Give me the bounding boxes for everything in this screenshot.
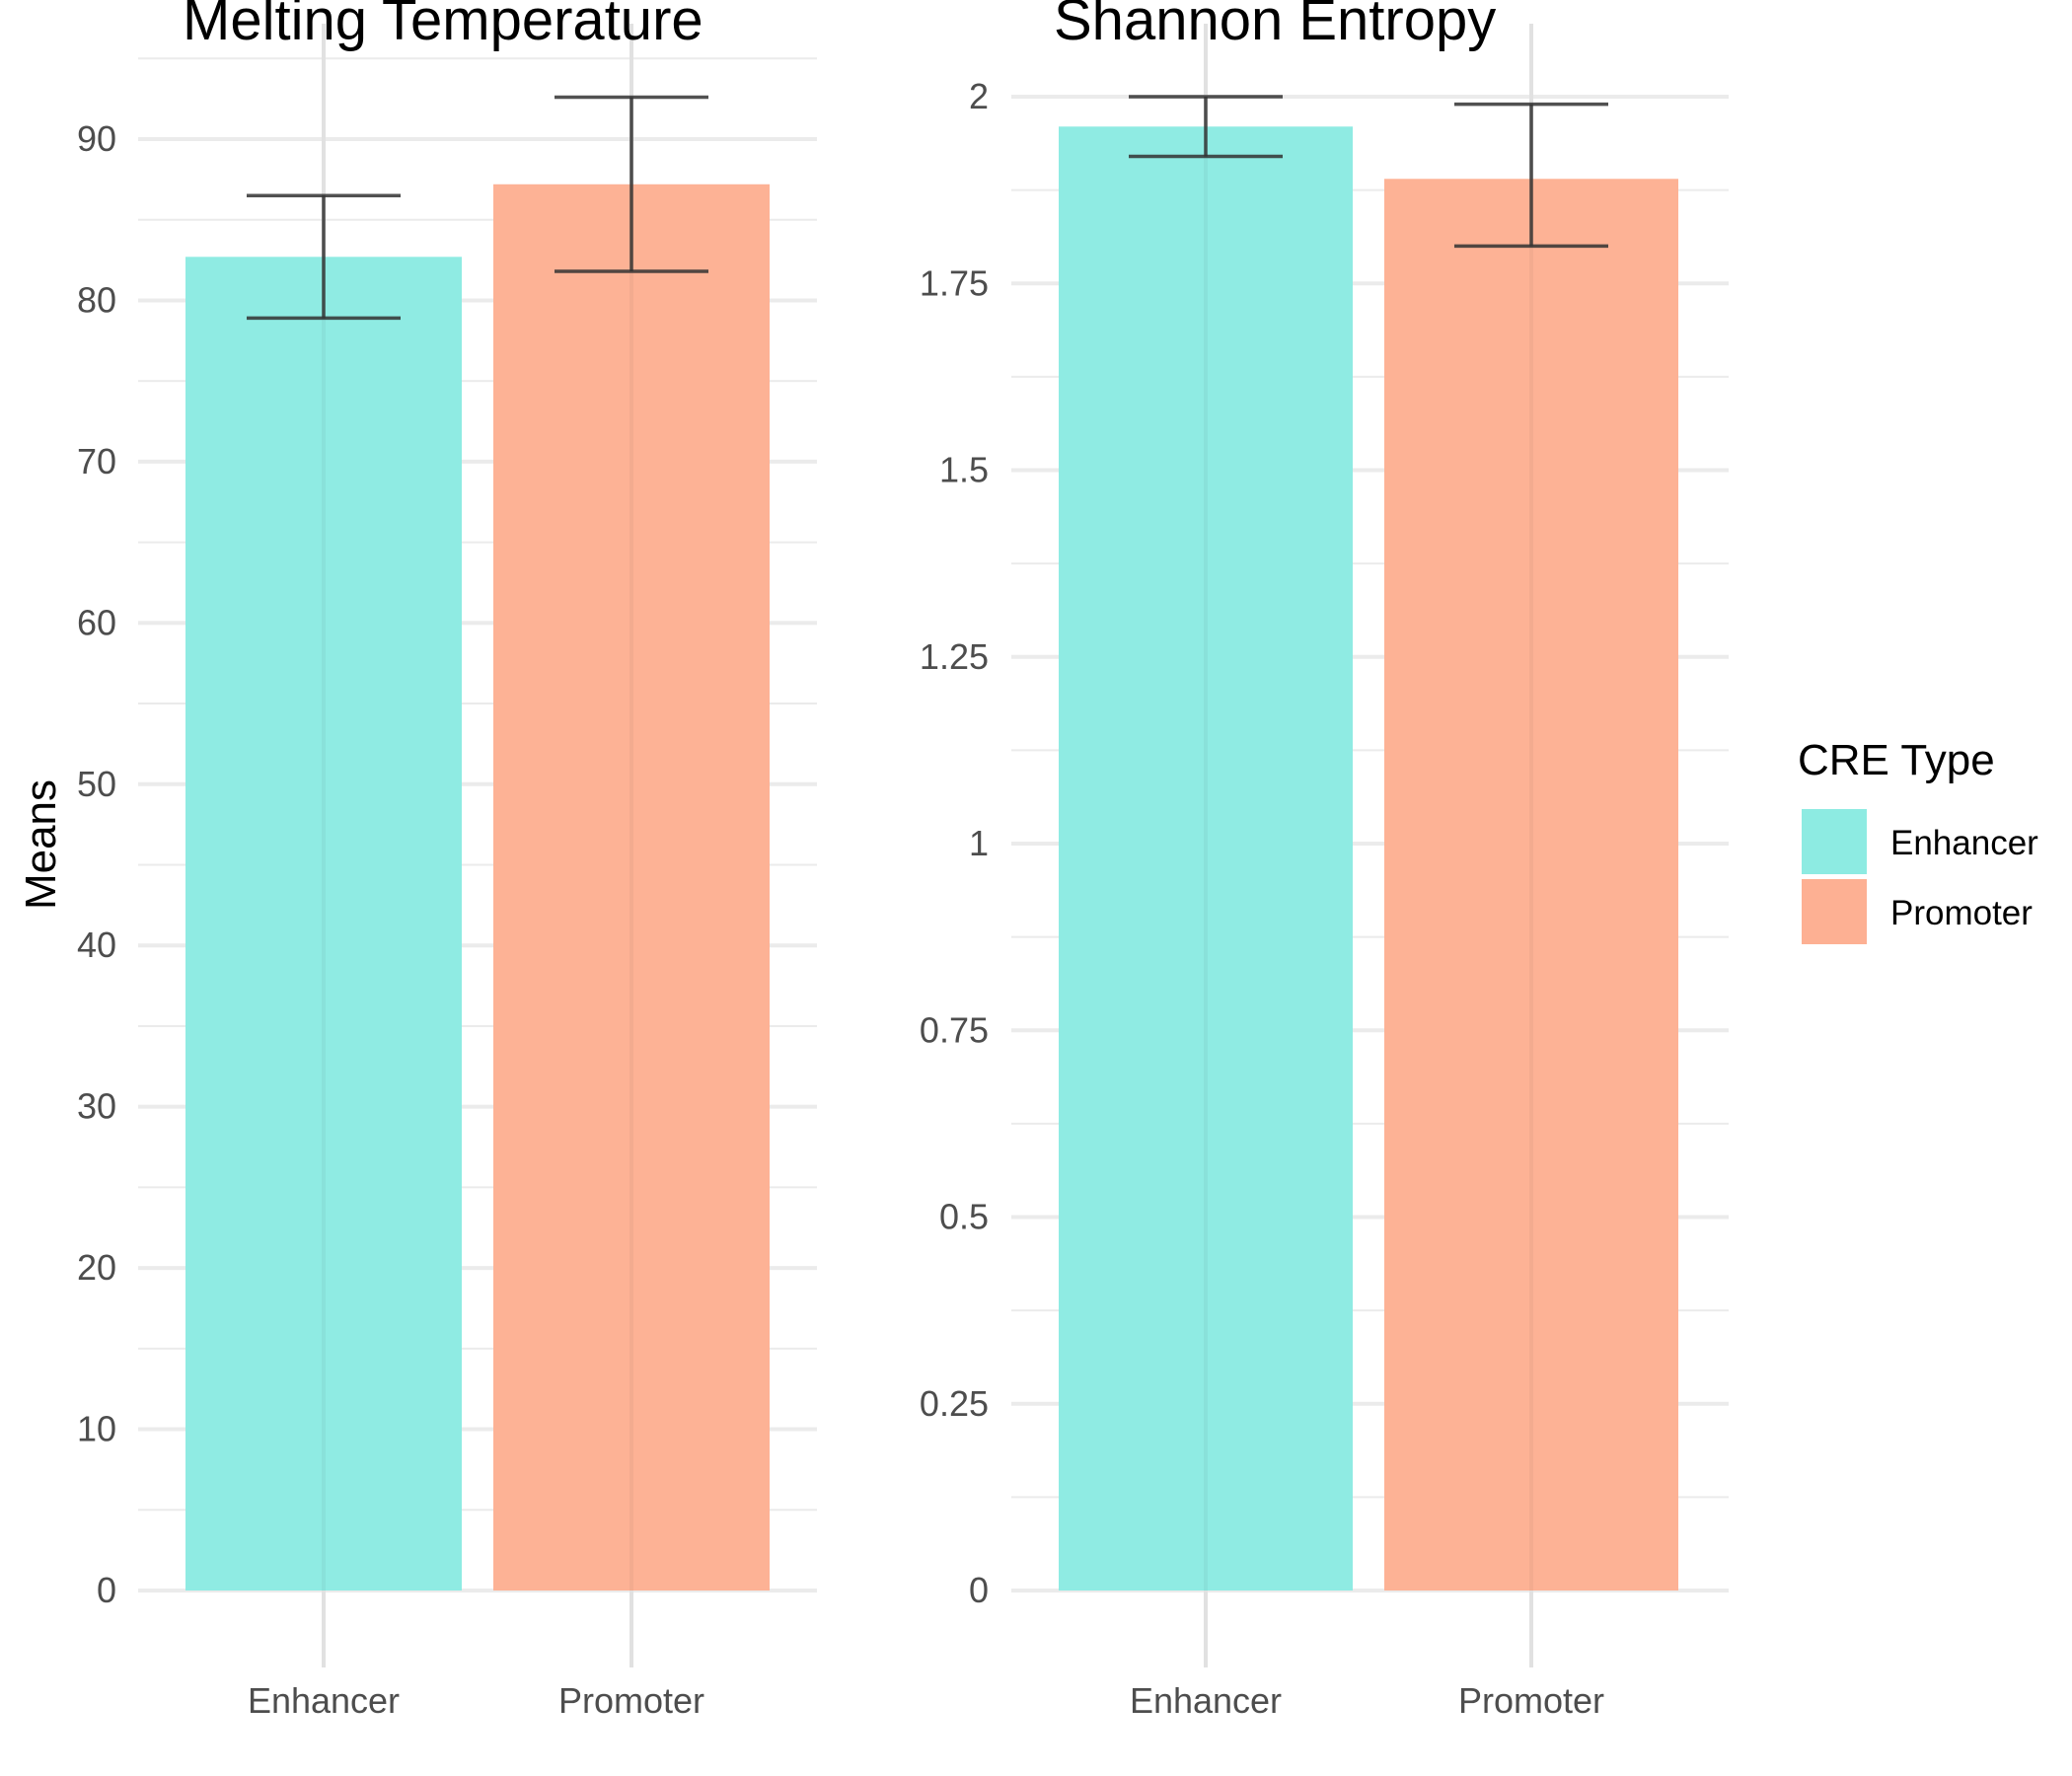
x-tick-label-enhancer: Enhancer	[1130, 1680, 1282, 1721]
legend-label-enhancer: Enhancer	[1890, 824, 2038, 862]
error-bar-enhancer	[247, 193, 401, 321]
y-tick-label: 20	[77, 1247, 116, 1288]
x-tick-label-promoter: Promoter	[558, 1680, 704, 1721]
bar-enhancer	[185, 257, 462, 1591]
bar-enhancer	[1059, 126, 1353, 1591]
bar-promoter	[1384, 179, 1678, 1591]
y-tick-label: 1.25	[920, 636, 989, 677]
panel-title: Melting Temperature	[183, 0, 703, 52]
panel-title: Shannon Entropy	[1054, 0, 1496, 52]
y-tick-label: 0	[969, 1570, 989, 1610]
y-tick-label: 70	[77, 441, 116, 481]
y-tick-label: 90	[77, 118, 116, 159]
y-tick-label: 0.75	[920, 1009, 989, 1050]
y-axis-title: Means	[17, 779, 65, 910]
error-bar-promoter	[1454, 102, 1608, 249]
legend-swatch-promoter	[1802, 879, 1867, 944]
legend-swatch-enhancer	[1802, 809, 1867, 874]
legend-title: CRE Type	[1798, 736, 1995, 784]
y-tick-label: 0.25	[920, 1383, 989, 1424]
panel-melting-temperature: 0 10 20 30 40 50 60 70 80 90 Enhancer Promoter Melti…	[17, 0, 817, 1721]
y-tick-label: 40	[77, 925, 116, 965]
x-tick-label-enhancer: Enhancer	[248, 1680, 400, 1721]
legend-label-promoter: Promoter	[1890, 894, 2033, 932]
panel-shannon-entropy: 0 0.25 0.5 0.75 1 1.25 1.5 1.75 2 Enhancer Promote…	[920, 0, 1729, 1721]
y-tick-label: 1.5	[939, 450, 989, 490]
error-bar-promoter	[555, 95, 708, 273]
y-tick-label: 60	[77, 602, 116, 642]
y-tick-label: 1	[969, 823, 989, 863]
bar-promoter	[493, 184, 770, 1591]
legend: CRE Type Enhancer Promoter	[1798, 736, 2038, 944]
y-tick-label: 2	[969, 76, 989, 116]
y-tick-label: 30	[77, 1086, 116, 1127]
y-tick-label: 0	[97, 1570, 116, 1610]
error-bar-enhancer	[1129, 95, 1283, 159]
y-tick-label: 0.5	[939, 1197, 989, 1237]
y-tick-label: 10	[77, 1409, 116, 1449]
x-tick-label-promoter: Promoter	[1458, 1680, 1604, 1721]
y-tick-label: 50	[77, 764, 116, 804]
y-tick-label: 80	[77, 279, 116, 320]
y-tick-label: 1.75	[920, 262, 989, 303]
